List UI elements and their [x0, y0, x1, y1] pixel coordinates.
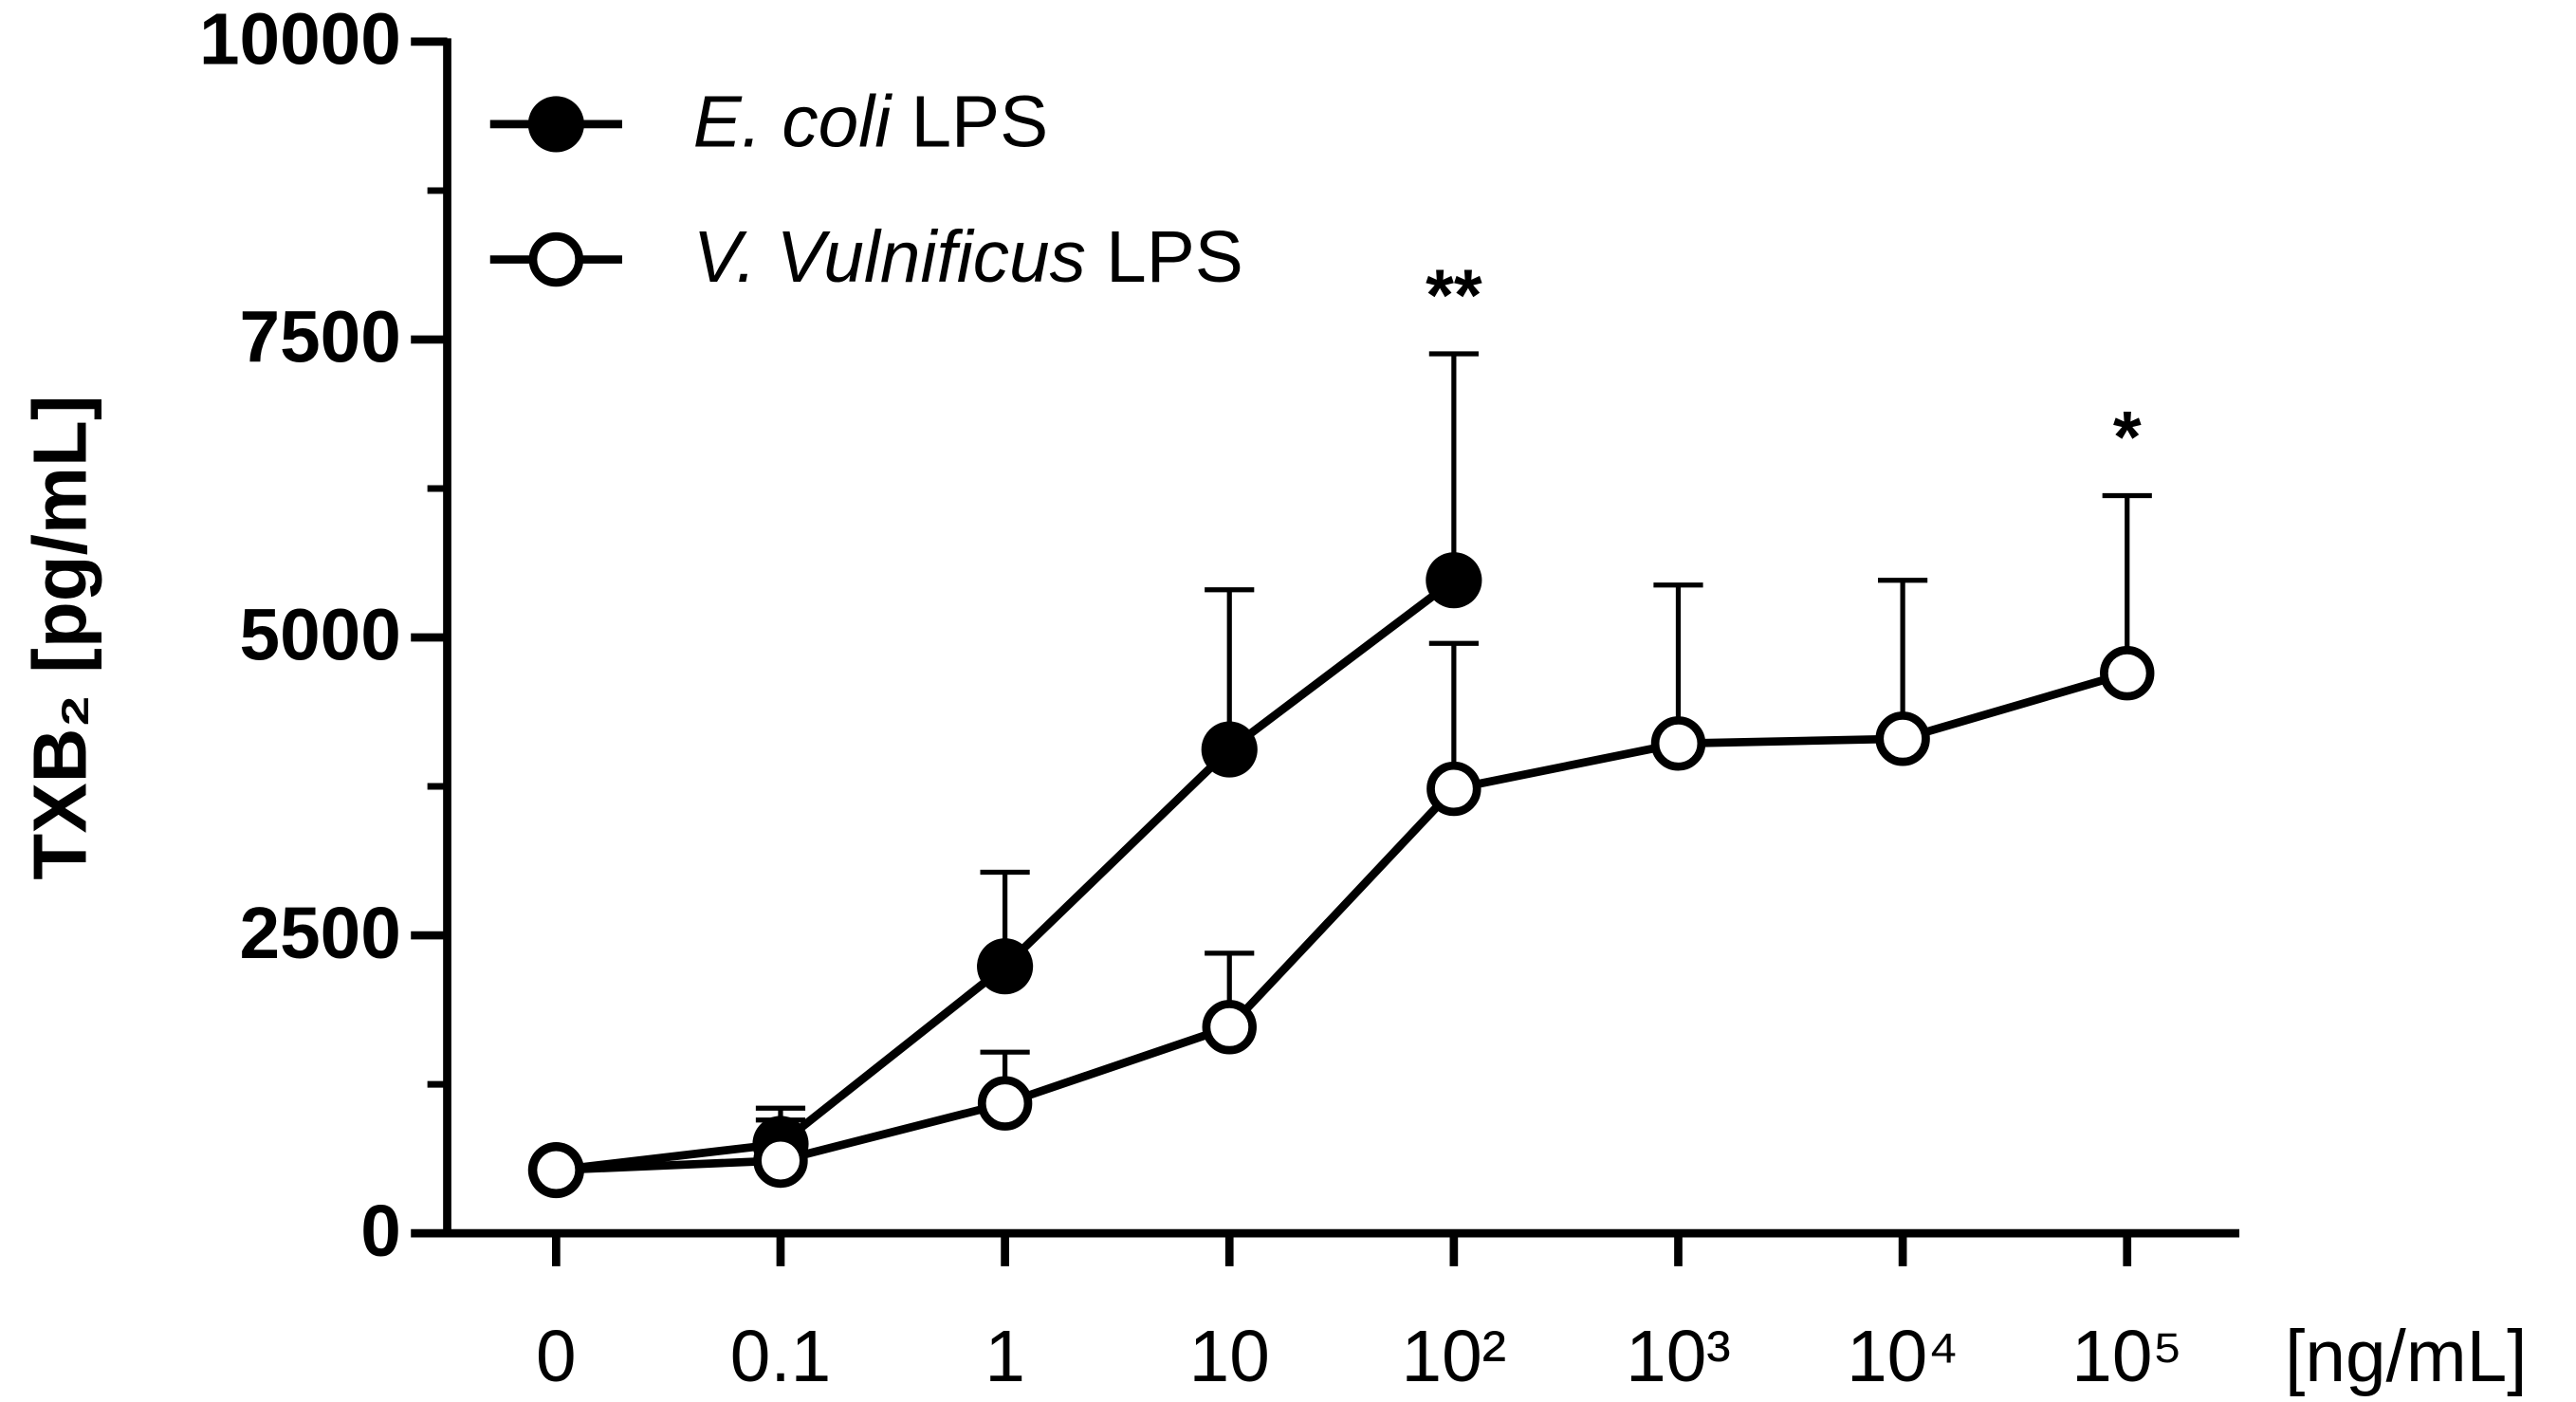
y-axis-label: TXB₂ [pg/mL]	[18, 395, 102, 879]
legend-label: E. coli LPS	[693, 83, 1048, 163]
error-bar	[1428, 351, 1479, 581]
x-tick-label: 10³	[1626, 1317, 1731, 1397]
legend-label-part: E. coli	[693, 83, 892, 163]
error-bar	[2102, 492, 2152, 673]
x-tick-label: 0	[536, 1317, 577, 1397]
marker	[1426, 761, 1481, 817]
series-line	[556, 669, 2128, 1174]
marker	[977, 1076, 1033, 1131]
x-tick-label: 10⁴	[1847, 1317, 1959, 1397]
marker	[1202, 1000, 1257, 1055]
marker	[977, 938, 1034, 995]
legend-marker	[527, 96, 584, 153]
marker	[1201, 721, 1258, 778]
x-tick-label: 10	[1189, 1317, 1270, 1397]
x-tick-label: 10²	[1402, 1317, 1507, 1397]
legend-label-part: LPS	[891, 83, 1048, 163]
significance-annotation: *	[2113, 397, 2142, 478]
legend-label-part: V. Vulnificus	[693, 217, 1086, 298]
y-tick-label: 5000	[240, 596, 401, 676]
y-tick-label: 2500	[240, 894, 401, 974]
marker	[753, 1133, 808, 1189]
marker	[1875, 711, 1930, 766]
y-tick-label: 0	[360, 1191, 401, 1272]
significance-annotation: **	[1426, 256, 1482, 337]
legend-label-part: LPS	[1086, 217, 1243, 298]
y-tick-label: 10000	[199, 0, 401, 81]
marker	[1426, 552, 1482, 609]
x-tick-label: 10⁵	[2071, 1317, 2182, 1397]
marker	[2100, 645, 2155, 701]
x-tick-label: 0.1	[730, 1317, 831, 1397]
marker	[528, 1142, 584, 1198]
x-tick-label: 1	[984, 1317, 1025, 1397]
legend-label: V. Vulnificus LPS	[693, 217, 1243, 298]
marker	[1650, 716, 1706, 771]
x-axis-label: [ng/mL]	[2285, 1317, 2527, 1397]
legend-marker	[528, 231, 584, 287]
y-tick-label: 7500	[240, 298, 401, 378]
